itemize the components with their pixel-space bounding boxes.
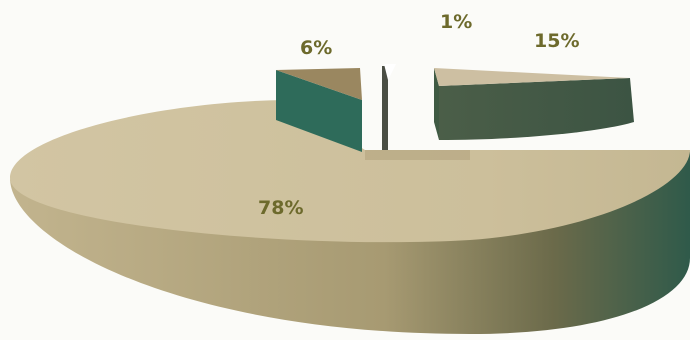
slice-15-top: [434, 68, 630, 86]
slice-6-top: [276, 68, 362, 100]
label-78-percent: 78%: [258, 197, 303, 219]
slice-15-side-outer: [439, 78, 634, 140]
slice-78-side: [10, 150, 690, 334]
slice-6-side: [276, 70, 362, 152]
slice-1-side: [382, 66, 388, 150]
slice-6-percent: [276, 68, 362, 152]
slice-1-percent: [382, 64, 396, 150]
label-15-percent: 15%: [534, 30, 579, 52]
slice-15-percent: [434, 68, 634, 140]
slice-78-cut-face: [365, 150, 470, 160]
slice-78-top: [10, 100, 690, 243]
slice-1-top: [384, 64, 396, 80]
label-6-percent: 6%: [300, 37, 332, 59]
slice-78-percent: [10, 100, 690, 334]
slice-15-side-inner: [434, 68, 439, 140]
label-1-percent: 1%: [440, 11, 472, 33]
